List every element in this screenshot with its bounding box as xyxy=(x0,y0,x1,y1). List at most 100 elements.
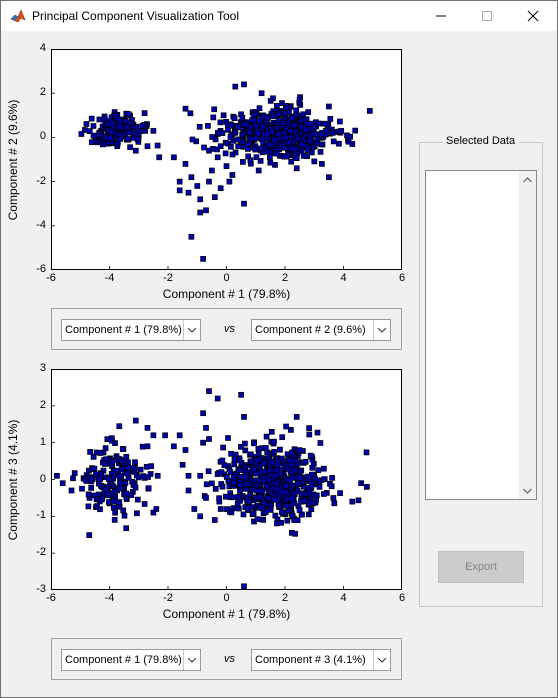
scatter-point[interactable] xyxy=(355,497,362,504)
scatter-point[interactable] xyxy=(296,447,303,453)
scatter-point[interactable] xyxy=(239,114,246,121)
scatter-point[interactable] xyxy=(132,459,138,466)
maximize-button[interactable] xyxy=(464,1,510,31)
scatter-point[interactable] xyxy=(326,103,332,110)
scatter-point[interactable] xyxy=(117,480,123,487)
scatter-point[interactable] xyxy=(109,458,115,465)
scatter-point[interactable] xyxy=(292,467,298,474)
scatter-point[interactable] xyxy=(98,496,105,503)
scroll-up-button[interactable] xyxy=(519,171,536,188)
scatter-point[interactable] xyxy=(230,474,237,481)
scatter-point[interactable] xyxy=(200,256,206,262)
bottom-scatter-plot[interactable] xyxy=(51,369,402,590)
scatter-point[interactable] xyxy=(287,128,294,135)
scatter-point[interactable] xyxy=(236,457,243,464)
scatter-point[interactable] xyxy=(222,150,229,157)
scatter-point[interactable] xyxy=(85,491,92,498)
scatter-point[interactable] xyxy=(273,150,280,157)
scatter-point[interactable] xyxy=(280,120,287,126)
scatter-point[interactable] xyxy=(305,511,312,518)
scatter-point[interactable] xyxy=(312,476,318,482)
scatter-point[interactable] xyxy=(230,494,237,501)
scatter-point[interactable] xyxy=(266,476,272,483)
scatter-point[interactable] xyxy=(239,131,246,138)
scatter-point[interactable] xyxy=(102,486,109,493)
scatter-point[interactable] xyxy=(97,506,103,513)
scatter-point[interactable] xyxy=(338,128,345,134)
scatter-point[interactable] xyxy=(123,525,130,532)
scatter-point[interactable] xyxy=(301,498,308,504)
scatter-point[interactable] xyxy=(141,501,148,507)
scatter-point[interactable] xyxy=(102,461,108,467)
scatter-point[interactable] xyxy=(288,461,295,468)
scatter-point[interactable] xyxy=(225,435,231,441)
scatter-point[interactable] xyxy=(282,134,289,141)
scatter-point[interactable] xyxy=(272,472,279,479)
scatter-point[interactable] xyxy=(295,480,302,487)
scatter-point[interactable] xyxy=(276,501,283,508)
scatter-point[interactable] xyxy=(262,468,268,475)
scatter-point[interactable] xyxy=(262,445,269,451)
scatter-point[interactable] xyxy=(118,472,124,479)
scatter-point[interactable] xyxy=(214,146,220,153)
scatter-point[interactable] xyxy=(321,476,328,482)
scatter-point[interactable] xyxy=(315,467,321,474)
scatter-point[interactable] xyxy=(123,453,130,460)
scatter-point[interactable] xyxy=(197,196,204,203)
scatter-point[interactable] xyxy=(256,105,263,112)
scatter-point[interactable] xyxy=(228,450,234,457)
scatter-point[interactable] xyxy=(273,467,280,474)
scatter-point[interactable] xyxy=(217,506,224,512)
scatter-point[interactable] xyxy=(209,167,215,174)
scatter-point[interactable] xyxy=(200,410,206,417)
scatter-point[interactable] xyxy=(268,428,275,435)
bottom-y-component-select[interactable]: Component # 3 (4.1%) xyxy=(251,649,391,671)
scatter-point[interactable] xyxy=(247,157,254,164)
scatter-point[interactable] xyxy=(251,440,257,447)
scatter-point[interactable] xyxy=(154,142,161,149)
scatter-point[interactable] xyxy=(253,154,260,161)
scatter-point[interactable] xyxy=(241,81,247,88)
scatter-point[interactable] xyxy=(223,506,230,512)
scatter-point[interactable] xyxy=(241,414,247,420)
scatter-point[interactable] xyxy=(200,439,206,446)
scatter-point[interactable] xyxy=(251,117,257,124)
scatter-point[interactable] xyxy=(150,432,157,439)
scatter-point[interactable] xyxy=(185,472,192,479)
scatter-point[interactable] xyxy=(305,473,311,480)
scatter-point[interactable] xyxy=(257,158,264,164)
scatter-point[interactable] xyxy=(283,502,290,509)
scatter-point[interactable] xyxy=(269,459,276,465)
scatter-point[interactable] xyxy=(235,505,242,512)
selected-data-listbox[interactable] xyxy=(425,170,537,500)
scatter-point[interactable] xyxy=(296,96,303,103)
scatter-point[interactable] xyxy=(191,506,198,512)
scatter-point[interactable] xyxy=(238,474,245,480)
scatter-point[interactable] xyxy=(203,481,210,488)
scatter-point[interactable] xyxy=(255,130,261,137)
scatter-point[interactable] xyxy=(291,146,298,153)
scatter-point[interactable] xyxy=(162,432,168,439)
scatter-point[interactable] xyxy=(209,134,216,140)
scatter-point[interactable] xyxy=(112,113,119,119)
scatter-point[interactable] xyxy=(197,513,204,520)
scatter-point[interactable] xyxy=(277,446,283,453)
scatter-point[interactable] xyxy=(135,474,142,481)
scatter-point[interactable] xyxy=(349,498,356,505)
scatter-point[interactable] xyxy=(196,123,203,130)
scatter-point[interactable] xyxy=(270,496,277,503)
scatter-point[interactable] xyxy=(352,127,359,134)
scatter-point[interactable] xyxy=(117,485,124,492)
scatter-point[interactable] xyxy=(218,469,225,475)
scatter-point[interactable] xyxy=(111,517,118,523)
scatter-point[interactable] xyxy=(226,178,233,185)
scatter-point[interactable] xyxy=(214,154,221,161)
scatter-point[interactable] xyxy=(242,440,248,447)
scatter-point[interactable] xyxy=(91,465,98,472)
scatter-point[interactable] xyxy=(245,498,252,505)
scatter-point[interactable] xyxy=(284,517,291,524)
scatter-point[interactable] xyxy=(288,427,294,433)
scatter-point[interactable] xyxy=(106,476,112,482)
scatter-point[interactable] xyxy=(250,510,257,517)
scatter-point[interactable] xyxy=(321,120,328,127)
